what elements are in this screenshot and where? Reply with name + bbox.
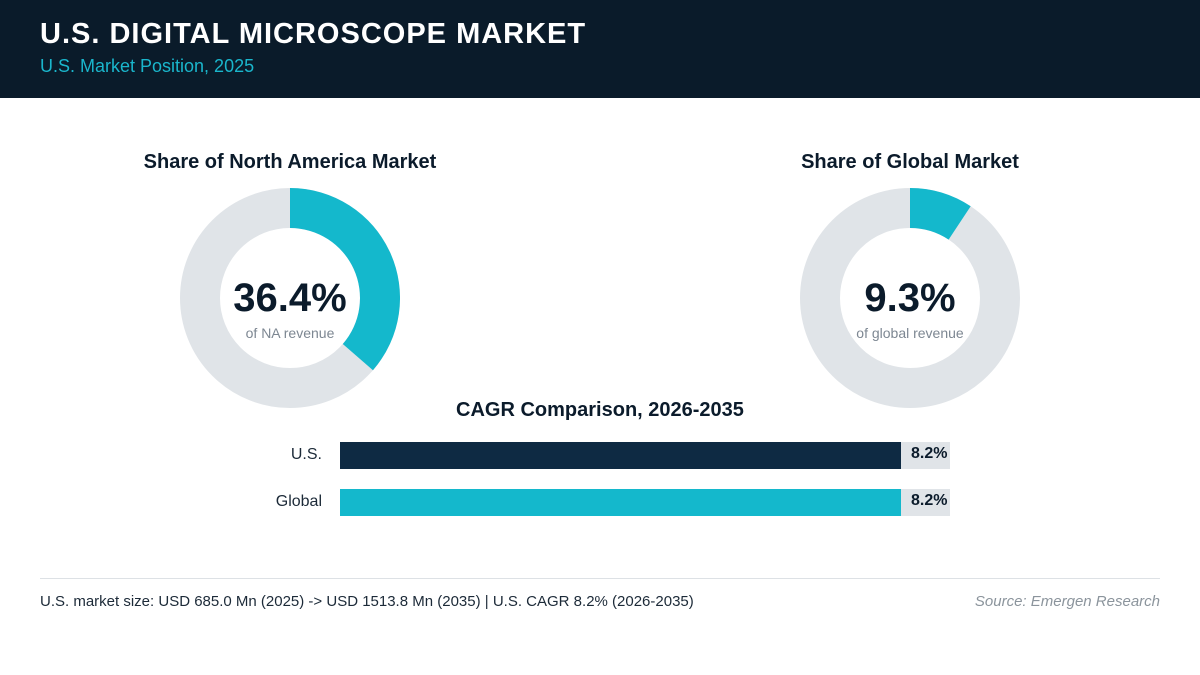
na-share-donut: [180, 188, 400, 408]
bar-us: [340, 442, 901, 469]
global-share-donut: [800, 188, 1020, 408]
page-title: U.S. DIGITAL MICROSCOPE MARKET: [40, 18, 587, 50]
global-donut-title: Share of Global Market: [801, 151, 1019, 173]
bar-label-global: Global: [275, 493, 322, 510]
footer-market-note: U.S. market size: USD 685.0 Mn (2025) ->…: [40, 593, 694, 610]
bar-value-global: 8.2%: [911, 492, 948, 509]
footer-source: Source: Emergen Research: [974, 593, 1160, 610]
bar-label-us: U.S.: [290, 446, 322, 463]
header-banner: U.S. DIGITAL MICROSCOPE MARKET U.S. Mark…: [0, 0, 1200, 98]
cagr-chart-title: CAGR Comparison, 2026-2035: [456, 399, 744, 421]
na-donut-title: Share of North America Market: [143, 151, 437, 173]
na-share-caption: of NA revenue: [245, 325, 335, 341]
na-share-slice: [290, 188, 400, 371]
bar-track-us: [340, 442, 950, 469]
bar-track-global: [340, 489, 950, 516]
bar-global: [340, 489, 901, 516]
global-share-value: 9.3%: [864, 276, 956, 320]
global-share-slice: [910, 188, 971, 240]
footer-divider: [40, 578, 1160, 579]
na-share-value: 36.4%: [233, 276, 347, 320]
page-subtitle: U.S. Market Position, 2025: [40, 56, 255, 76]
bar-value-us: 8.2%: [911, 445, 948, 462]
global-share-caption: of global revenue: [856, 325, 964, 341]
